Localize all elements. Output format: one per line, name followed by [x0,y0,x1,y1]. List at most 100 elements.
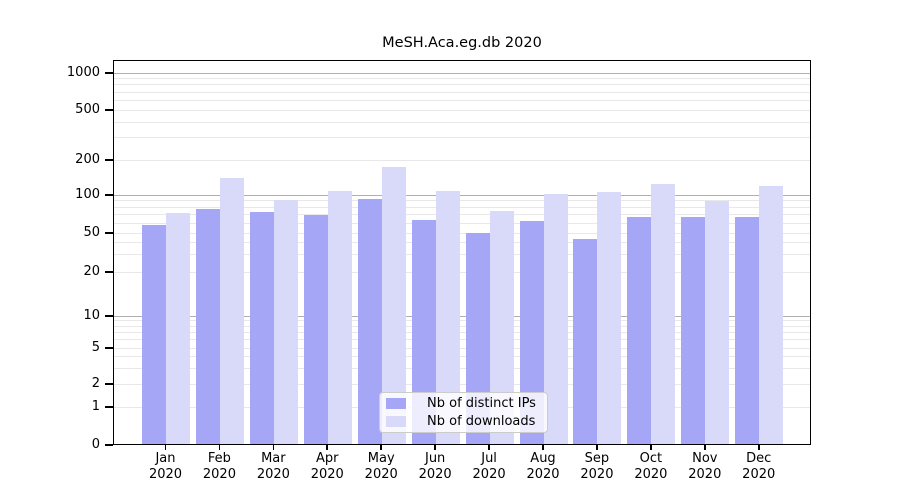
x-tick-mark [272,445,275,450]
bar-downloads-oct [651,184,676,445]
x-tick-label-year: 2020 [202,467,236,482]
chart-title: MeSH.Aca.eg.db 2020 [382,35,542,51]
minor-gridline [114,331,810,333]
minor-gridline [114,214,810,216]
x-tick-mark [326,445,329,450]
x-tick-label-year: 2020 [742,467,776,482]
x-tick-mark [757,445,760,450]
x-tick-mark [434,445,436,450]
y-tick-label: 200 [75,152,100,167]
y-tick-label: 20 [83,264,100,279]
x-tick-label-month: Oct [639,451,663,466]
y-tick-mark [105,72,113,74]
minor-gridline [114,241,810,243]
legend: Nb of distinct IPs Nb of downloads [379,392,548,433]
major-gridline [114,194,810,196]
legend-label-downloads: Nb of downloads [427,414,536,430]
x-tick-label: Feb 2020 [192,451,246,483]
minor-gridline [114,206,810,208]
minor-gridline [114,222,810,224]
y-tick-mark [105,109,113,111]
bar-downloads-dec [759,185,784,445]
x-tick-label-year: 2020 [634,467,668,482]
minor-gridline [114,320,810,322]
y-tick-mark [105,315,113,317]
bar-downloads-sep [597,191,622,445]
bar-downloads-mar [273,200,298,445]
major-gridline [114,315,810,317]
x-tick-label-month: Feb [207,451,231,466]
y-tick-label: 5 [91,340,100,355]
x-tick-label: Sep 2020 [570,451,624,483]
x-tick-label: Nov 2020 [678,451,732,483]
x-tick-label: May 2020 [354,451,408,483]
bar-ips-nov [681,216,706,445]
x-tick-label-month: Dec [746,451,772,466]
x-tick-label-month: Jun [424,451,446,466]
minor-gridline [114,84,810,86]
minor-gridline [114,356,810,358]
y-tick-mark [105,383,113,385]
x-tick-label-year: 2020 [256,467,290,482]
x-tick-mark [596,445,598,450]
bar-ips-mar [249,211,274,445]
minor-gridline [114,159,810,161]
legend-swatch-downloads [386,416,406,427]
x-tick-label-month: May [367,451,395,466]
y-tick-label: 500 [75,102,100,117]
x-tick-mark [704,445,706,450]
minor-gridline [114,91,810,93]
x-tick-label-year: 2020 [580,467,614,482]
minor-gridline [114,271,810,273]
bar-ips-jan [142,224,166,445]
x-tick-label-year: 2020 [364,467,398,482]
minor-gridline [114,78,810,80]
bar-ips-dec [735,216,760,445]
x-tick-mark [380,445,382,450]
x-tick-label-year: 2020 [310,467,344,482]
y-tick-label: 1000 [66,65,100,80]
x-tick-label-year: 2020 [148,467,183,482]
bar-downloads-nov [705,201,730,445]
minor-gridline [114,137,810,139]
minor-gridline [114,99,810,101]
y-tick-mark [105,271,113,273]
x-tick-label: Oct 2020 [624,451,678,483]
y-tick-mark [105,194,113,196]
bar-ips-may [357,198,382,445]
x-tick-mark [542,445,544,450]
y-tick-mark [105,159,113,161]
y-tick-mark [105,347,113,349]
legend-row-downloads: Nb of downloads [380,414,547,430]
major-gridline [114,72,810,74]
legend-label-distinct-ips: Nb of distinct IPs [427,395,536,411]
x-tick-label-month: Aug [530,451,556,466]
minor-gridline [114,109,810,111]
bar-ips-sep [573,239,598,445]
legend-swatch-distinct-ips [386,398,406,409]
x-tick-label-year: 2020 [472,467,506,482]
minor-gridline [114,339,810,341]
x-tick-mark [164,445,167,450]
minor-gridline [114,347,810,349]
x-tick-label-month: Mar [261,451,286,466]
x-tick-label-month: Apr [316,451,339,466]
legend-row-ips: Nb of distinct IPs [380,395,547,411]
bar-ips-feb [195,208,220,445]
x-tick-label: Mar 2020 [246,451,300,483]
y-tick-label: 50 [83,225,100,240]
x-tick-label-year: 2020 [688,467,722,482]
y-tick-mark [105,232,113,234]
x-tick-label: Apr 2020 [300,451,354,483]
bar-ips-oct [627,216,652,445]
y-tick-mark [105,444,113,446]
minor-gridline [114,121,810,123]
bar-downloads-apr [327,190,352,445]
bar-downloads-feb [219,178,244,445]
y-tick-label: 10 [83,308,100,323]
x-tick-label-year: 2020 [526,467,560,482]
x-tick-label: Jun 2020 [408,451,462,483]
y-tick-label: 0 [91,437,100,452]
y-tick-mark [105,406,113,408]
